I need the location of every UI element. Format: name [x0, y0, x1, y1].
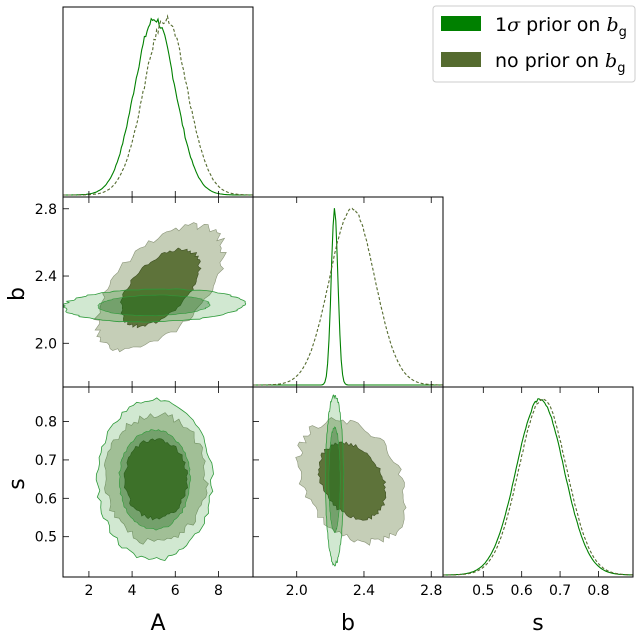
marginal-s-prior: [443, 398, 633, 576]
ytick-label-s: 0.5: [35, 530, 57, 546]
legend-label-prior: 1σ prior on bg: [495, 14, 627, 40]
xtick-label-A: 2: [84, 583, 93, 599]
marginal-A-noprior: [63, 14, 253, 196]
panel-content: [443, 398, 633, 576]
contour-prior-1sigma: [118, 429, 191, 531]
xtick-label-s: 0.7: [549, 583, 571, 599]
contour-prior-2sigma: [95, 397, 214, 562]
ytick-label-b: 2.4: [35, 269, 57, 285]
panel-b-vs-A: 2.0 2.4 2.8: [35, 196, 254, 388]
xlabel-s: s: [532, 611, 543, 636]
contour-noprior-1sigma: [120, 247, 202, 329]
panel-content: [63, 14, 253, 196]
panels: 2.0 2.4 2.8 0.5 0.6 0.7 0.8 2 4 6 8 2.0 2.4 2.8 0.5 0.6…: [35, 6, 634, 599]
legend-swatch-prior: [441, 16, 481, 31]
xtick-label-A: 6: [171, 583, 180, 599]
ytick-label-s: 0.6: [35, 491, 57, 507]
ytick-label-b: 2.0: [35, 336, 57, 352]
marginal-s-noprior: [443, 398, 633, 576]
panel-s-vs-b: 2.0 2.4 2.8: [252, 386, 444, 599]
xlabel-b: b: [341, 611, 355, 636]
marginal-b-noprior: [253, 207, 443, 386]
ytick-label-b: 2.8: [35, 202, 57, 218]
xtick-label-s: 0.8: [587, 583, 609, 599]
panel-content: [63, 222, 247, 353]
legend-swatch-noprior: [441, 52, 481, 67]
xtick-label-b: 2.4: [353, 583, 375, 599]
ylabel-s: s: [5, 478, 30, 489]
xtick-label-A: 8: [214, 583, 223, 599]
marginal-A-prior: [63, 17, 253, 196]
xlabel-A: A: [150, 611, 165, 636]
marginal-b-prior: [253, 208, 443, 386]
legend-label-noprior: no prior on bg: [495, 50, 625, 76]
legend: 1σ prior on bg no prior on bg: [432, 5, 636, 83]
contour-prior-2sigma: [63, 288, 247, 323]
xtick-label-b: 2.0: [286, 583, 308, 599]
ylabel-b: b: [5, 287, 30, 301]
panel-s-vs-s: 0.5 0.6 0.7 0.8: [442, 386, 634, 599]
xtick-label-A: 4: [128, 583, 137, 599]
contour-prior-1sigma: [328, 426, 341, 533]
ytick-label-s: 0.7: [35, 453, 57, 469]
xtick-label-s: 0.5: [472, 583, 494, 599]
panel-s-vs-A: 0.5 0.6 0.7 0.8 2 4 6 8: [35, 386, 254, 599]
contour-prior-1sigma: [97, 294, 211, 317]
legend-frame: [432, 5, 636, 83]
contour-prior-2sigma: [325, 394, 345, 567]
contour-noprior-1sigma: [123, 438, 189, 521]
contour-noprior-1sigma: [317, 441, 387, 521]
xtick-label-b: 2.8: [420, 583, 442, 599]
panel-content: [295, 394, 407, 567]
panel-content: [253, 207, 443, 386]
panel-content: [95, 397, 214, 562]
ytick-label-s: 0.8: [35, 415, 57, 431]
xtick-label-s: 0.6: [511, 583, 533, 599]
panel-frame: [442, 386, 634, 578]
